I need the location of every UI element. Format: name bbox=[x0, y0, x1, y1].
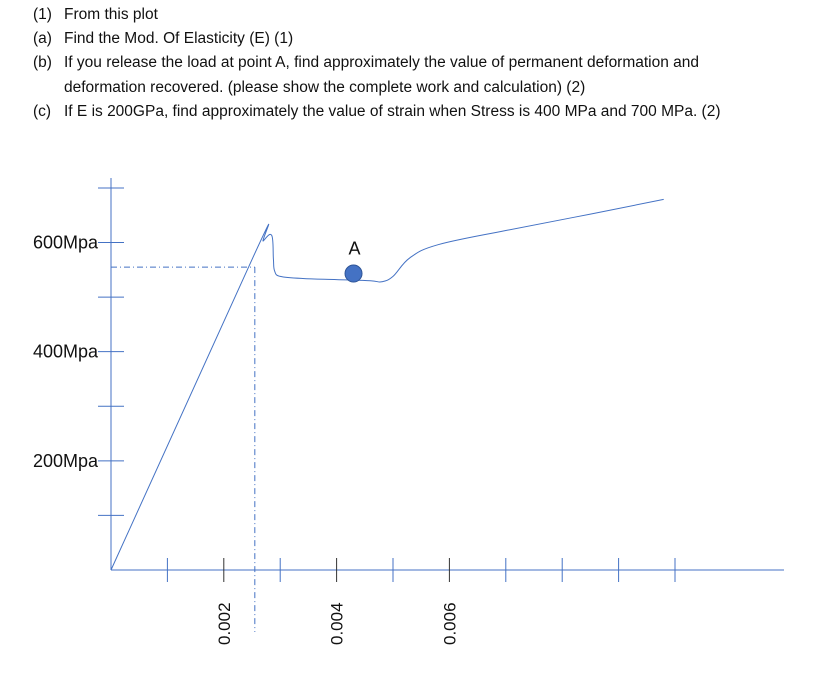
x-axis-ticks: 0.002 0.004 0.006 bbox=[166, 558, 676, 645]
question-number: (b) bbox=[33, 54, 52, 71]
annotation-layer: A bbox=[344, 239, 363, 283]
y-axis-ticks: 200Mpa 400Mpa 600Mpa bbox=[33, 187, 124, 516]
y-tick-label: 400Mpa bbox=[33, 342, 99, 362]
reference-lines bbox=[111, 266, 256, 632]
question-number: (1) bbox=[33, 6, 52, 23]
series-layer bbox=[110, 198, 664, 571]
question-body: Find the Mod. Of Elasticity (E) (1) bbox=[64, 30, 294, 47]
question-number: (a) bbox=[33, 30, 52, 47]
question-body: If E is 200GPa, find approximately the v… bbox=[64, 103, 721, 120]
x-tick-label: 0.002 bbox=[215, 602, 234, 645]
question-number: (c) bbox=[33, 103, 52, 120]
y-tick-label: 600Mpa bbox=[33, 233, 99, 253]
question-body: deformation recovered. (please show the … bbox=[64, 79, 586, 96]
x-tick-label: 0.006 bbox=[440, 602, 459, 645]
question-body: From this plot bbox=[64, 6, 158, 23]
point-a-marker bbox=[344, 264, 363, 283]
x-tick-label: 0.004 bbox=[328, 602, 347, 645]
question-body: If you release the load at point A, find… bbox=[64, 54, 700, 71]
stress-strain-curve bbox=[110, 198, 664, 571]
point-a-label: A bbox=[349, 239, 361, 259]
y-tick-label: 200Mpa bbox=[33, 451, 99, 471]
